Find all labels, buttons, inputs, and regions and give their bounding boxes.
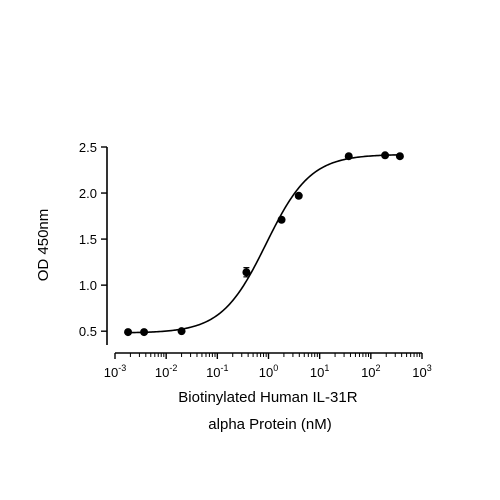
x-axis-title: Biotinylated Human IL-31R alpha Protein … xyxy=(178,389,361,433)
data-point xyxy=(344,152,353,161)
y-tick-label: 2.5 xyxy=(79,140,97,155)
y-tick-label: 1.5 xyxy=(79,232,97,247)
x-tick-label: 101 xyxy=(310,363,329,380)
data-point xyxy=(294,191,303,200)
y-axis-title: OD 450nm xyxy=(35,209,52,282)
y-tick-label: 0.5 xyxy=(79,324,97,339)
plot-area xyxy=(124,151,404,337)
y-tick-label: 2.0 xyxy=(79,186,97,201)
data-point xyxy=(177,327,186,336)
y-tick-label: 1.0 xyxy=(79,278,97,293)
data-point xyxy=(140,328,149,337)
data-point xyxy=(277,215,286,224)
x-tick-label: 10-2 xyxy=(155,363,177,380)
fit-curve xyxy=(128,154,400,334)
data-point xyxy=(124,328,133,337)
x-tick-label: 100 xyxy=(259,363,278,380)
x-axis: 10-3 10-2 10-1 100 101 102 103 xyxy=(104,352,432,380)
x-axis-title-line-2: alpha Protein (nM) xyxy=(208,416,331,433)
y-axis: 0.5 1.0 1.5 2.0 2.5 xyxy=(79,140,108,345)
x-tick-label: 10-1 xyxy=(206,363,228,380)
x-tick-label: 10-3 xyxy=(104,363,126,380)
data-point xyxy=(395,152,404,161)
data-point xyxy=(381,151,390,160)
x-tick-label: 103 xyxy=(412,363,431,380)
x-tick-label: 102 xyxy=(361,363,380,380)
x-axis-title-line-1: Biotinylated Human IL-31R xyxy=(178,389,357,406)
data-point xyxy=(242,268,251,277)
